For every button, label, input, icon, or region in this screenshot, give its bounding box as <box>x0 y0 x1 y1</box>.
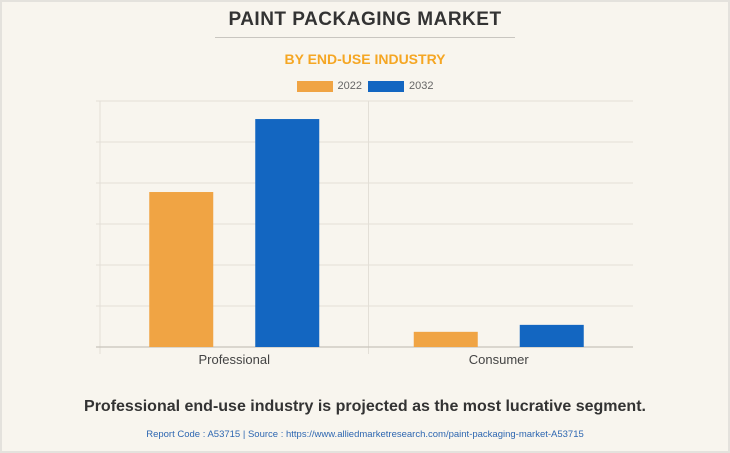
bar-consumer-2032 <box>519 324 584 347</box>
chart-title: PAINT PACKAGING MARKET <box>228 9 502 30</box>
x-tick-label-consumer: Consumer <box>469 352 530 367</box>
report-source: Report Code : A53715 | Source : https://… <box>146 429 584 440</box>
bar-professional-2022 <box>149 192 214 347</box>
legend-label-2022: 2022 <box>337 80 362 92</box>
legend-item-2032: 2032 <box>368 80 433 92</box>
legend-item-2022: 2022 <box>296 80 362 92</box>
title-divider <box>215 37 515 38</box>
legend-swatch-2022 <box>296 80 333 92</box>
x-tick-label-professional: Professional <box>198 352 270 367</box>
key-finding: Professional end-use industry is project… <box>84 398 646 415</box>
legend-label-2032: 2032 <box>409 80 434 92</box>
legend-swatch-2032 <box>368 80 404 92</box>
legend: 2022 2032 <box>0 80 730 92</box>
bar-consumer-2022 <box>413 331 478 347</box>
bar-professional-2032 <box>255 119 320 347</box>
chart-subtitle: BY END-USE INDUSTRY <box>284 51 446 67</box>
